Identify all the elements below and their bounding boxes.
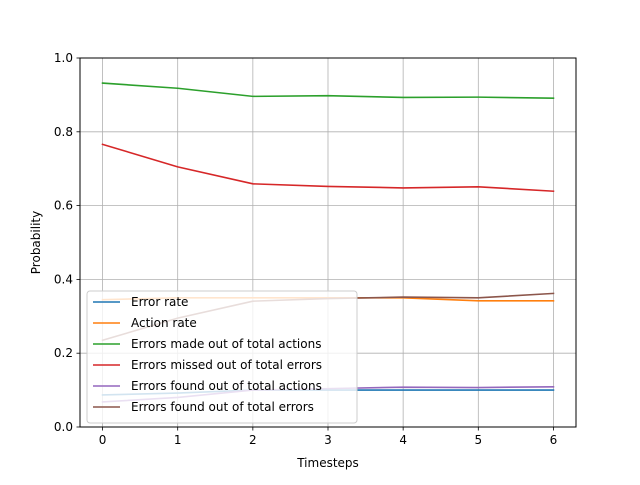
x-tick-label: 0 bbox=[99, 433, 107, 447]
legend-entry: Errors found out of total errors bbox=[131, 400, 314, 414]
x-tick-label: 4 bbox=[399, 433, 407, 447]
y-tick-label: 0.0 bbox=[54, 420, 73, 434]
x-tick-label: 6 bbox=[550, 433, 558, 447]
y-tick-label: 1.0 bbox=[54, 51, 73, 65]
tick-layer: 0 1 2 3 4 5 6 0.0 0.2 0.4 0.6 0.8 1.0 bbox=[54, 51, 557, 447]
y-tick-label: 0.2 bbox=[54, 346, 73, 360]
legend-entry: Errors found out of total actions bbox=[131, 379, 322, 393]
legend-entry: Errors made out of total actions bbox=[131, 337, 321, 351]
x-axis-label: Timesteps bbox=[296, 456, 359, 470]
y-tick-label: 0.4 bbox=[54, 272, 73, 286]
y-tick-label: 0.6 bbox=[54, 199, 73, 213]
y-tick-label: 0.8 bbox=[54, 125, 73, 139]
series-line bbox=[101, 143, 555, 193]
legend-box bbox=[86, 290, 358, 424]
legend-entry: Action rate bbox=[131, 316, 197, 330]
x-tick-label: 3 bbox=[324, 433, 332, 447]
x-tick-label: 2 bbox=[249, 433, 257, 447]
legend: Error rate Action rate Errors made out of … bbox=[86, 290, 358, 424]
legend-entry: Error rate bbox=[131, 295, 188, 309]
legend-entry: Errors missed out of total errors bbox=[131, 358, 322, 372]
series-line bbox=[101, 82, 555, 100]
x-tick-label: 5 bbox=[474, 433, 482, 447]
y-axis-label: Probability bbox=[29, 211, 43, 274]
x-tick-label: 1 bbox=[174, 433, 182, 447]
